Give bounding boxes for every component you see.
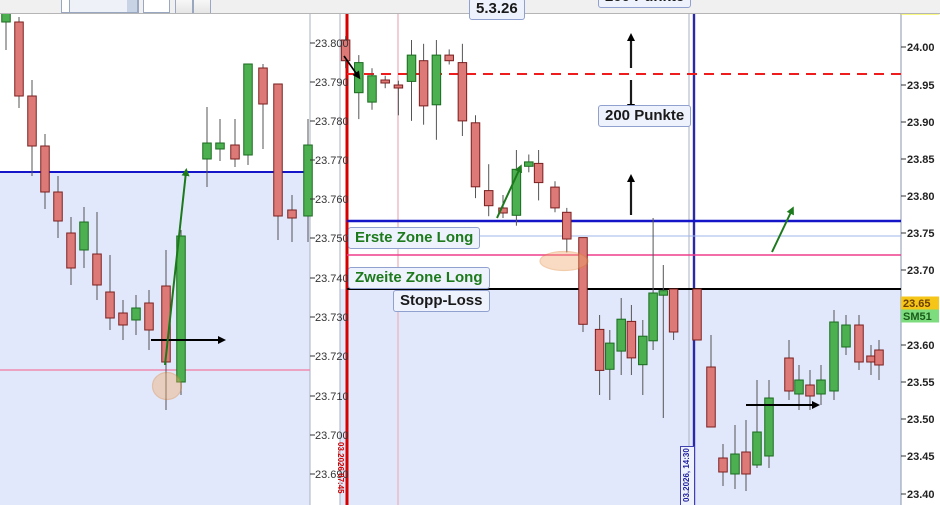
- svg-text:SM51: SM51: [903, 311, 932, 323]
- svg-text:23.85: 23.85: [907, 154, 935, 166]
- svg-text:23.40: 23.40: [907, 489, 935, 501]
- svg-text:24.00: 24.00: [907, 42, 935, 54]
- svg-text:23.800: 23.800: [315, 38, 349, 50]
- svg-text:23.720: 23.720: [315, 351, 349, 363]
- svg-text:23.80: 23.80: [907, 191, 935, 203]
- svg-text:23.740: 23.740: [315, 273, 349, 285]
- svg-text:23.760: 23.760: [315, 194, 349, 206]
- svg-text:23.95: 23.95: [907, 80, 935, 92]
- svg-text:23.75: 23.75: [907, 228, 935, 240]
- svg-text:23.770: 23.770: [315, 155, 349, 167]
- svg-text:23.790: 23.790: [315, 77, 349, 89]
- svg-text:23.55: 23.55: [907, 377, 935, 389]
- svg-text:23.750: 23.750: [315, 233, 349, 245]
- svg-text:23.90: 23.90: [907, 117, 935, 129]
- svg-text:23.50: 23.50: [907, 414, 935, 426]
- svg-text:23.70: 23.70: [907, 265, 935, 277]
- svg-text:23.700: 23.700: [315, 430, 349, 442]
- svg-text:23.780: 23.780: [315, 116, 349, 128]
- svg-text:23.60: 23.60: [907, 340, 935, 352]
- svg-text:23.65: 23.65: [903, 298, 931, 310]
- svg-text:23.710: 23.710: [315, 391, 349, 403]
- svg-text:23.45: 23.45: [907, 451, 935, 463]
- svg-text:23.730: 23.730: [315, 312, 349, 324]
